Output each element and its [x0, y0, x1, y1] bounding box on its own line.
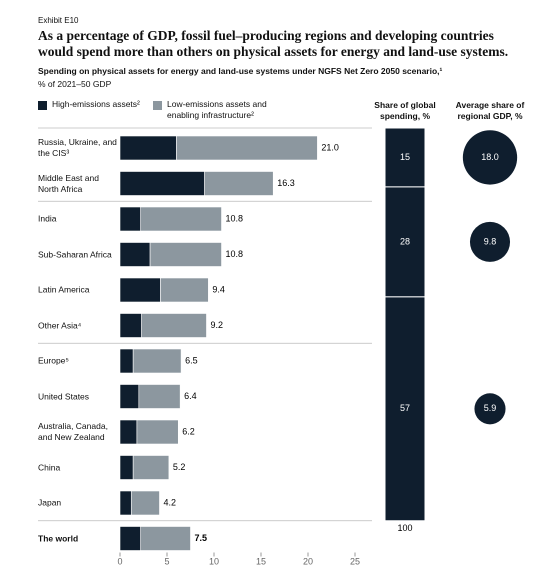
bar-segment	[204, 171, 274, 196]
gdp-label: 18.0	[481, 152, 499, 162]
total-label: 9.2	[210, 320, 223, 330]
total-label: 10.8	[226, 213, 244, 223]
bar-segment	[119, 277, 161, 303]
category-label: Middle East and North Africa	[38, 172, 99, 194]
bar-segment	[119, 206, 141, 232]
share-label: 57	[400, 403, 410, 413]
share-title: Share of global spending, %	[374, 100, 436, 121]
x-tick-label: 25	[350, 556, 360, 566]
total-label: 6.5	[185, 355, 198, 365]
legend-label: High-emissions assets²	[52, 99, 140, 109]
bar-segment	[176, 135, 318, 161]
x-tick-label: 20	[303, 556, 313, 566]
share-segment	[384, 127, 426, 188]
total-label: 9.4	[212, 284, 225, 294]
bar-segment	[119, 348, 134, 374]
bar-segment	[119, 171, 205, 196]
gdp-label: 9.8	[484, 236, 497, 246]
category-label: China	[38, 462, 61, 472]
total-label: 6.2	[182, 426, 195, 436]
bar-segment	[149, 242, 222, 267]
gdp-share-title: Average share of regional GDP, %	[455, 100, 525, 121]
chart-title: As a percentage of GDP, fossil fuel–prod…	[38, 28, 509, 59]
bar-segment	[119, 313, 142, 338]
bar-segment	[141, 313, 207, 338]
bar-segment	[138, 384, 181, 409]
total-label: 7.5	[195, 533, 208, 543]
bar-segment	[132, 348, 182, 374]
x-tick-label: 0	[117, 556, 122, 566]
total-label: 10.8	[226, 249, 244, 259]
share-total: 100	[397, 523, 412, 533]
share-segment	[384, 186, 426, 298]
legend-label: Low-emissions assets and enabling infras…	[167, 99, 267, 120]
share-label: 28	[400, 236, 410, 246]
category-label: Other Asia⁴	[38, 320, 82, 330]
x-tick-label: 5	[164, 556, 169, 566]
category-label: Sub-Saharan Africa	[38, 249, 112, 259]
bar-segment	[119, 419, 138, 445]
gdp-bubble	[462, 130, 518, 185]
gdp-bubble	[474, 393, 506, 425]
bar-segment	[119, 490, 132, 516]
subtitle: Spending on physical assets for energy a…	[38, 66, 443, 76]
bar-segment	[140, 206, 222, 232]
category-label: The world	[38, 533, 79, 543]
bar-segment	[119, 135, 177, 161]
bar-segment	[136, 419, 179, 445]
bar-segment	[119, 242, 151, 267]
bar-segment	[160, 277, 209, 303]
legend-swatch	[153, 101, 162, 110]
total-label: 16.3	[277, 178, 295, 188]
bar-segment	[132, 455, 170, 480]
legend-swatch	[38, 101, 47, 110]
exhibit-label: Exhibit E10	[38, 16, 79, 25]
total-label: 5.2	[173, 462, 186, 472]
x-tick-label: 15	[256, 556, 266, 566]
category-label: Japan	[38, 497, 62, 508]
category-label: Europe⁵	[38, 355, 69, 366]
gdp-label: 5.9	[484, 403, 497, 413]
category-label: Russia, Ukraine, and the CIS³	[38, 137, 117, 158]
bar-segment	[119, 526, 141, 551]
x-tick-label: 10	[209, 556, 219, 566]
bar-segment	[119, 384, 140, 409]
share-segment	[384, 296, 426, 522]
category-label: United States	[38, 391, 90, 401]
total-label: 6.4	[184, 391, 197, 401]
gdp-bubble	[469, 221, 511, 262]
bar-segment	[119, 455, 134, 480]
share-label: 15	[400, 152, 410, 162]
category-label: India	[38, 213, 57, 224]
total-label: 21.0	[321, 142, 339, 152]
category-label: Australia, Canada, and New Zealand	[38, 421, 108, 442]
category-label: Latin America	[38, 284, 90, 295]
unit-note: % of 2021–50 GDP	[38, 79, 112, 89]
bar-segment	[130, 490, 160, 516]
bar-segment	[140, 526, 191, 551]
total-label: 4.2	[163, 497, 176, 507]
